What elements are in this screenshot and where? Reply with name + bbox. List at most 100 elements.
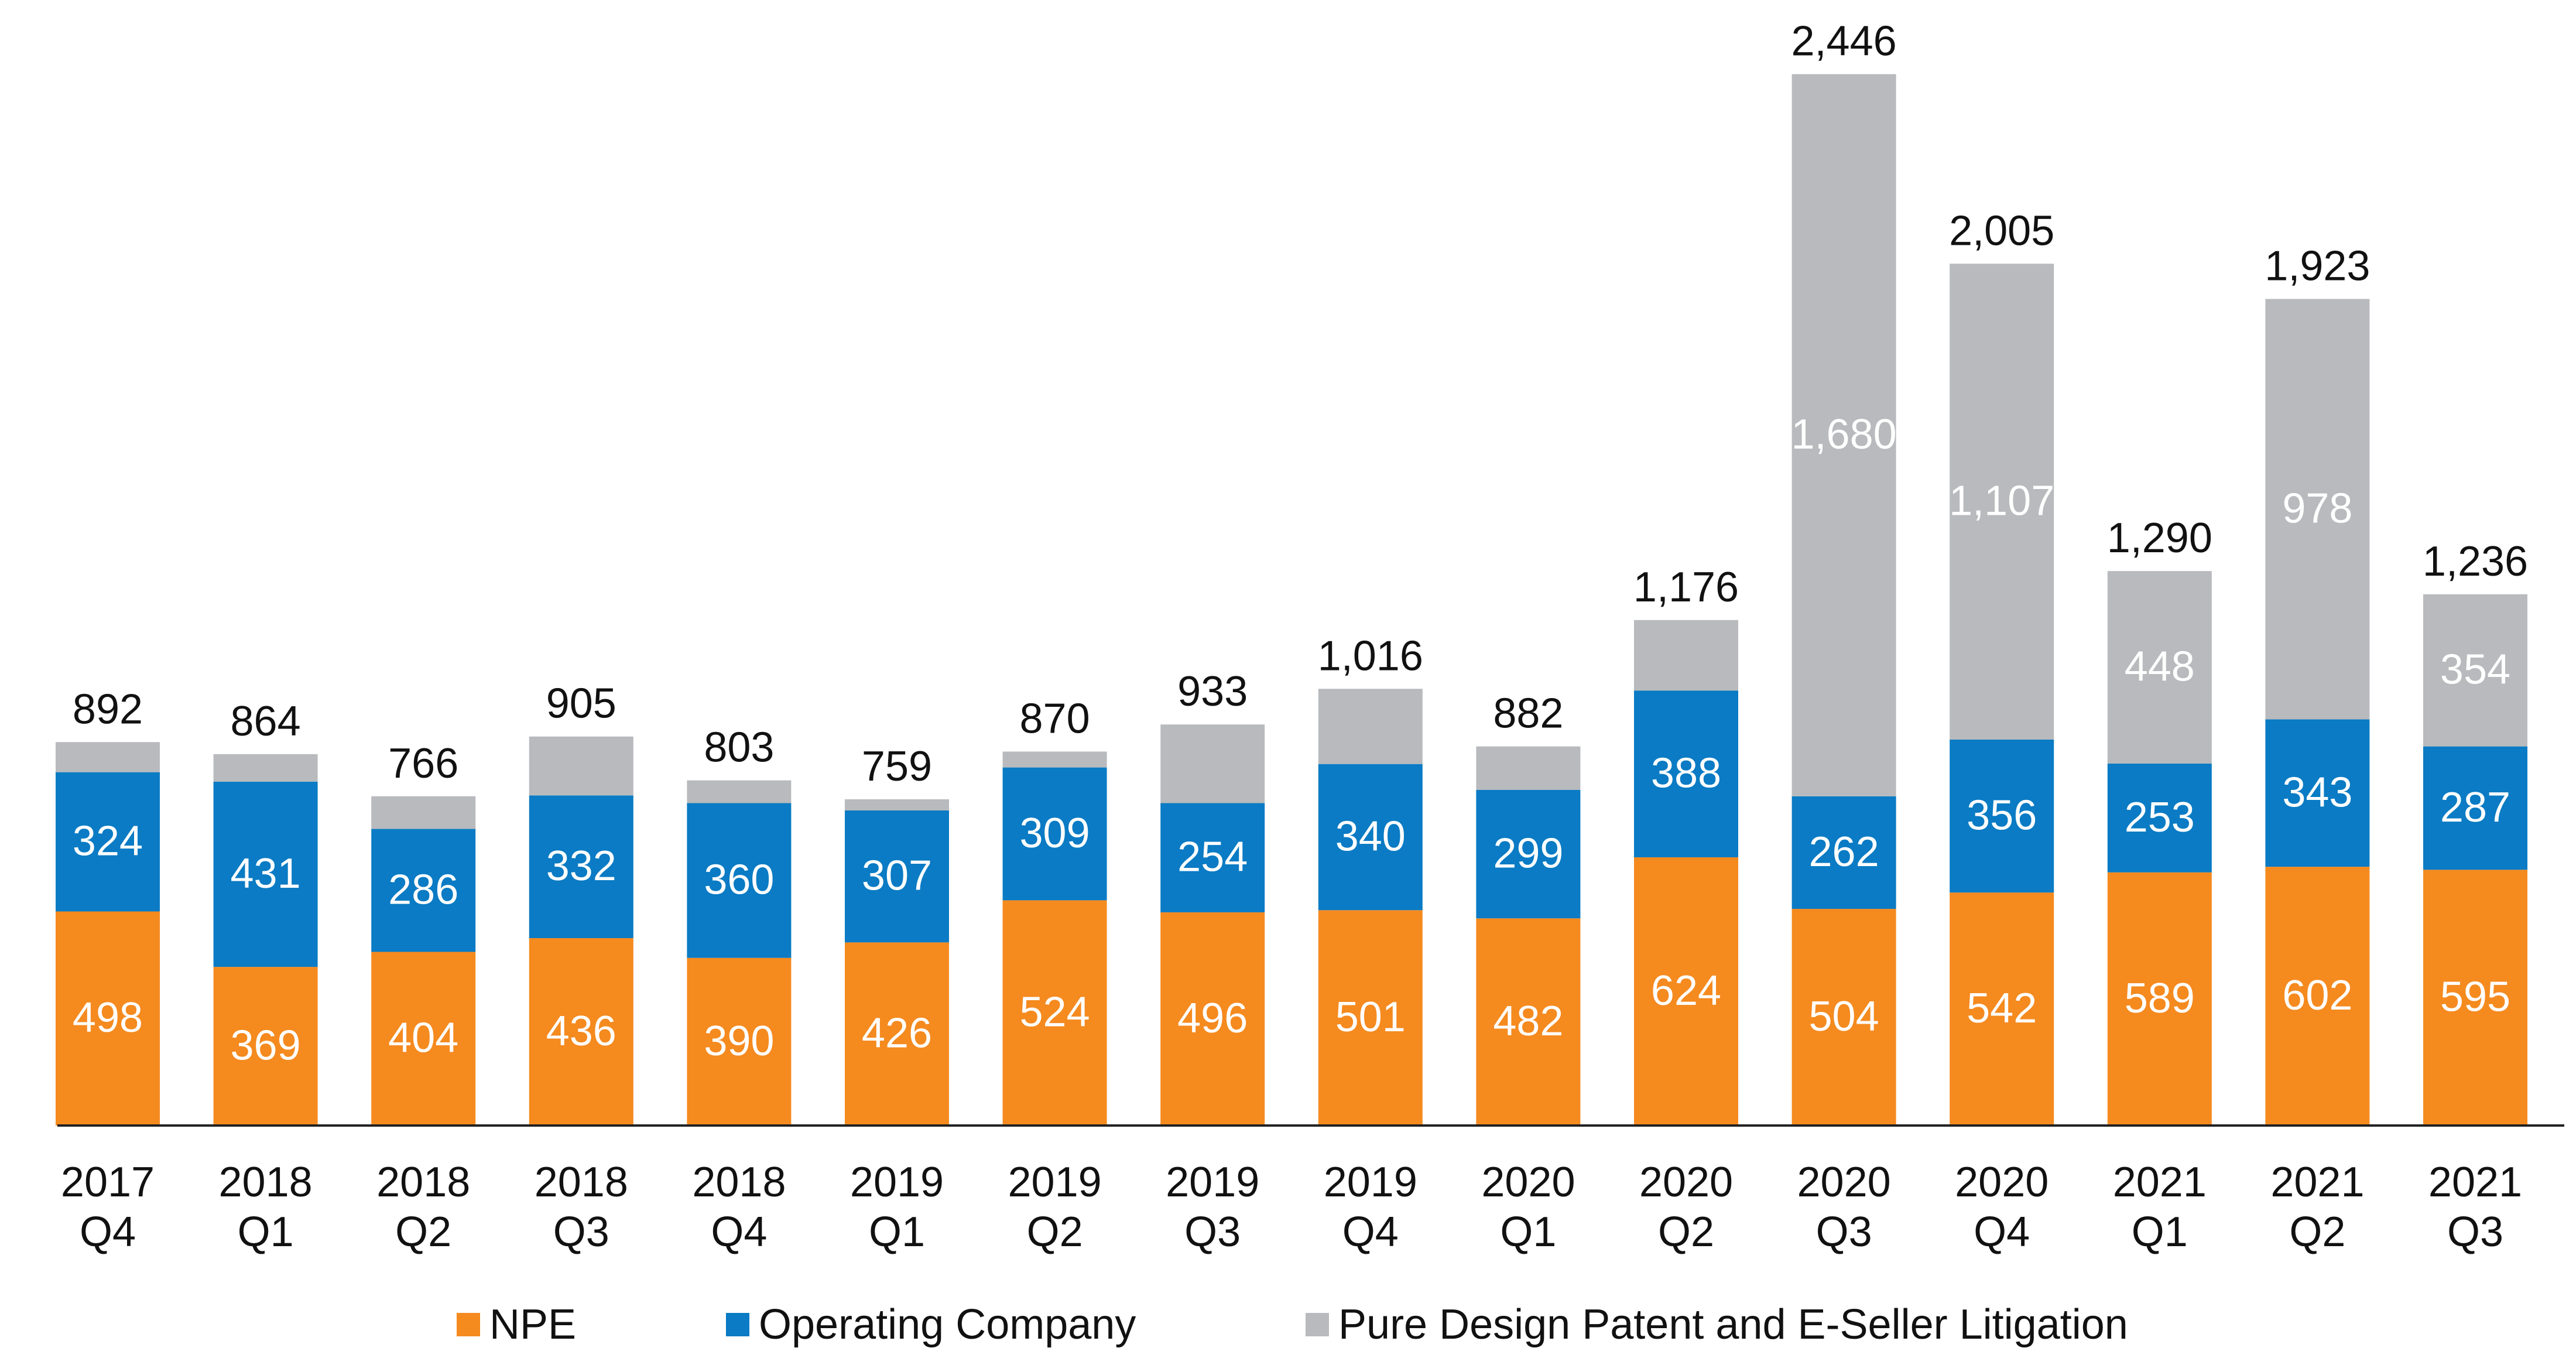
- bar-total-label: 892: [73, 686, 143, 733]
- legend-swatch-pure-design: [1306, 1313, 1329, 1336]
- x-tick-label-quarter: Q3: [1816, 1209, 1872, 1256]
- bar-total-label: 766: [388, 740, 458, 787]
- bars-layer: [56, 74, 2527, 1126]
- x-tick-label-year: 2021: [2428, 1159, 2522, 1206]
- x-tick-label: 2020Q1: [1481, 1159, 1575, 1256]
- segment-value-label: 978: [2282, 485, 2352, 532]
- bar-total-label: 2,446: [1791, 18, 1897, 65]
- x-tick-label: 2020Q4: [1955, 1159, 2049, 1256]
- segment-value-label: 1,107: [1949, 478, 2054, 525]
- x-tick-label-year: 2019: [850, 1159, 944, 1206]
- x-tick-label-quarter: Q2: [1027, 1209, 1083, 1256]
- legend-item-operating-company: Operating Company: [726, 1295, 1136, 1354]
- segment-value-label: 332: [546, 843, 616, 890]
- segment-value-label: 388: [1651, 750, 1721, 797]
- x-tick-label-quarter: Q4: [1342, 1209, 1399, 1256]
- x-tick-label: 2021Q2: [2270, 1159, 2364, 1256]
- bar-total-label: 1,176: [1633, 564, 1739, 611]
- x-tick-label-year: 2019: [1166, 1159, 1259, 1206]
- bar-segment-pure-design-patent-and-e-seller-litigation: [1476, 747, 1580, 790]
- segment-value-label: 287: [2440, 784, 2510, 831]
- legend-item-npe: NPE: [457, 1295, 576, 1354]
- x-tick-label: 2019Q4: [1324, 1159, 1417, 1256]
- segment-value-label: 524: [1020, 989, 1090, 1036]
- x-tick-label: 2018Q3: [535, 1159, 628, 1256]
- legend-swatch-npe: [457, 1313, 480, 1336]
- segment-value-label: 1,680: [1791, 411, 1897, 458]
- bar-segment-pure-design-patent-and-e-seller-litigation: [1318, 689, 1423, 764]
- bar-total-label: 759: [862, 743, 932, 790]
- bar-segment-pure-design-patent-and-e-seller-litigation: [687, 781, 791, 803]
- legend-swatch-operating-company: [726, 1313, 749, 1336]
- segment-value-label: 482: [1493, 998, 1563, 1045]
- bar-total-label: 933: [1177, 668, 1248, 715]
- legend-item-pure-design: Pure Design Patent and E-Seller Litigati…: [1306, 1295, 2128, 1354]
- x-tick-label: 2019Q3: [1166, 1159, 1259, 1256]
- x-tick-label-year: 2018: [219, 1159, 313, 1206]
- x-tick-label-quarter: Q2: [395, 1209, 451, 1256]
- segment-value-label: 602: [2282, 972, 2352, 1019]
- bar-total-label: 870: [1020, 695, 1090, 742]
- x-tick-label-year: 2018: [692, 1159, 786, 1206]
- segment-value-label: 624: [1651, 967, 1721, 1014]
- x-tick-label-year: 2020: [1481, 1159, 1575, 1206]
- segment-value-label: 360: [704, 857, 774, 904]
- stacked-bar-chart: 4983243694314042864363323903604263075243…: [0, 0, 2576, 1288]
- x-tick-label: 2018Q1: [219, 1159, 313, 1256]
- bar-segment-pure-design-patent-and-e-seller-litigation: [1160, 724, 1265, 803]
- bar-total-label: 1,016: [1318, 632, 1423, 679]
- segment-value-label: 501: [1335, 994, 1406, 1041]
- segment-value-label: 431: [231, 850, 301, 897]
- bar-segment-pure-design-patent-and-e-seller-litigation: [214, 754, 318, 782]
- segment-value-label: 390: [704, 1018, 774, 1065]
- x-tick-label-quarter: Q2: [1658, 1209, 1714, 1256]
- segment-value-label: 340: [1335, 813, 1406, 860]
- segment-value-label: 595: [2440, 974, 2510, 1021]
- x-tick-label-quarter: Q1: [238, 1209, 294, 1256]
- x-tick-label: 2018Q2: [376, 1159, 470, 1256]
- bar-total-label: 1,923: [2265, 243, 2370, 290]
- x-tick-label: 2020Q3: [1797, 1159, 1891, 1256]
- x-tick-label-quarter: Q1: [869, 1209, 925, 1256]
- x-tick-label-quarter: Q1: [2132, 1209, 2188, 1256]
- x-tick-label-year: 2017: [61, 1159, 155, 1206]
- bar-total-label: 864: [231, 698, 301, 745]
- legend-label-npe: NPE: [489, 1301, 576, 1349]
- x-tick-label: 2020Q2: [1639, 1159, 1733, 1256]
- bar-total-label: 1,236: [2423, 538, 2528, 585]
- segment-value-label: 369: [231, 1022, 301, 1069]
- legend-label-pure-design: Pure Design Patent and E-Seller Litigati…: [1338, 1301, 2128, 1349]
- legend: NPE Operating Company Pure Design Patent…: [0, 1295, 2576, 1354]
- segment-value-label: 299: [1493, 830, 1563, 877]
- segment-value-label: 426: [862, 1010, 932, 1057]
- x-tick-label-year: 2018: [535, 1159, 628, 1206]
- segment-value-label: 254: [1177, 834, 1248, 881]
- bar-total-label: 882: [1493, 690, 1563, 737]
- bar-segment-pure-design-patent-and-e-seller-litigation: [56, 742, 160, 772]
- x-tick-label-year: 2019: [1008, 1159, 1102, 1206]
- segment-value-label: 498: [73, 994, 143, 1041]
- segment-value-label: 343: [2282, 769, 2352, 816]
- segment-value-label: 307: [862, 853, 932, 899]
- segment-value-label: 504: [1809, 993, 1879, 1040]
- segment-value-label: 324: [73, 818, 143, 865]
- x-tick-label-year: 2019: [1324, 1159, 1417, 1206]
- x-tick-label-quarter: Q3: [2447, 1209, 2503, 1256]
- x-tick-label: 2019Q2: [1008, 1159, 1102, 1256]
- bar-total-label: 803: [704, 724, 774, 771]
- bar-segment-pure-design-patent-and-e-seller-litigation: [529, 737, 633, 796]
- segment-value-label: 448: [2125, 644, 2195, 690]
- bar-total-label: 1,290: [2107, 515, 2212, 562]
- bar-segment-pure-design-patent-and-e-seller-litigation: [371, 796, 475, 829]
- legend-label-operating-company: Operating Company: [759, 1301, 1136, 1349]
- segment-value-label: 354: [2440, 646, 2510, 693]
- x-tick-label-year: 2021: [2113, 1159, 2207, 1206]
- x-tick-label-quarter: Q3: [1184, 1209, 1241, 1256]
- segment-value-label: 253: [2125, 794, 2195, 841]
- bar-segment-pure-design-patent-and-e-seller-litigation: [1634, 620, 1738, 690]
- x-tick-label-year: 2018: [376, 1159, 470, 1206]
- x-tick-label-quarter: Q4: [711, 1209, 767, 1256]
- bar-total-label: 905: [546, 680, 616, 727]
- bar-segment-pure-design-patent-and-e-seller-litigation: [1003, 751, 1107, 767]
- x-tick-label-year: 2020: [1639, 1159, 1733, 1206]
